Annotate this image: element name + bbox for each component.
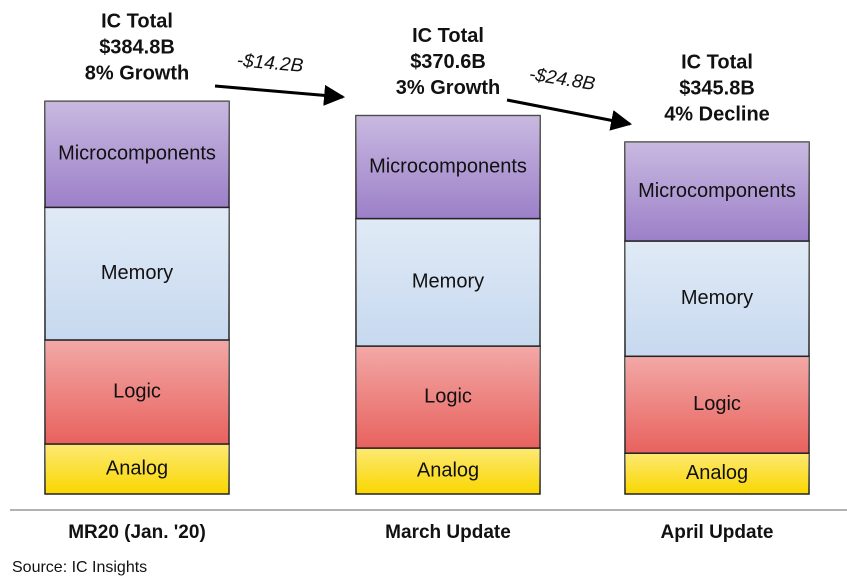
segment-label: Memory [101,262,173,284]
bar-shade [356,115,540,219]
bar-shade [45,101,229,208]
bar-shade [625,453,809,494]
x-tick-label: March Update [385,522,511,543]
bar-shade [625,356,809,454]
total-value: $345.8B [679,77,755,99]
change-arrow [506,98,633,131]
total-value: $370.6B [410,51,486,73]
source: Source: IC Insights [12,559,147,576]
segment-label: Memory [681,287,753,309]
total-title: IC Total [681,51,753,73]
bar-shade [45,444,229,494]
total-title: IC Total [101,11,173,33]
segment-label: Analog [106,457,168,479]
total-change: 3% Growth [396,77,500,99]
segment-label: Logic [424,385,472,407]
bar-shade [45,207,229,340]
total-value: $384.8B [99,37,175,59]
segment-label: Microcomponents [58,143,216,165]
segment-label: Microcomponents [369,155,527,177]
segment-label: Analog [417,459,479,481]
segment-label: Analog [686,462,748,484]
segment-label: Microcomponents [638,180,796,202]
bar-shade [45,339,229,445]
x-tick-label: April Update [661,522,774,543]
bar-shade [625,142,809,242]
segment-label: Logic [693,393,741,415]
total-change: 4% Decline [664,103,770,125]
change-arrow [214,84,346,106]
change-label: -$14.2B [236,50,304,77]
segment-label: Logic [113,380,161,402]
total-title: IC Total [412,25,484,47]
segment-label: Memory [412,271,484,293]
change-label: -$24.8B [528,64,597,95]
bar-shade [356,218,540,347]
bar-shade [356,448,540,494]
bar-shade [625,241,809,357]
total-change: 8% Growth [85,63,189,85]
x-tick-label: MR20 (Jan. '20) [68,522,206,543]
bar-shade [356,346,540,449]
